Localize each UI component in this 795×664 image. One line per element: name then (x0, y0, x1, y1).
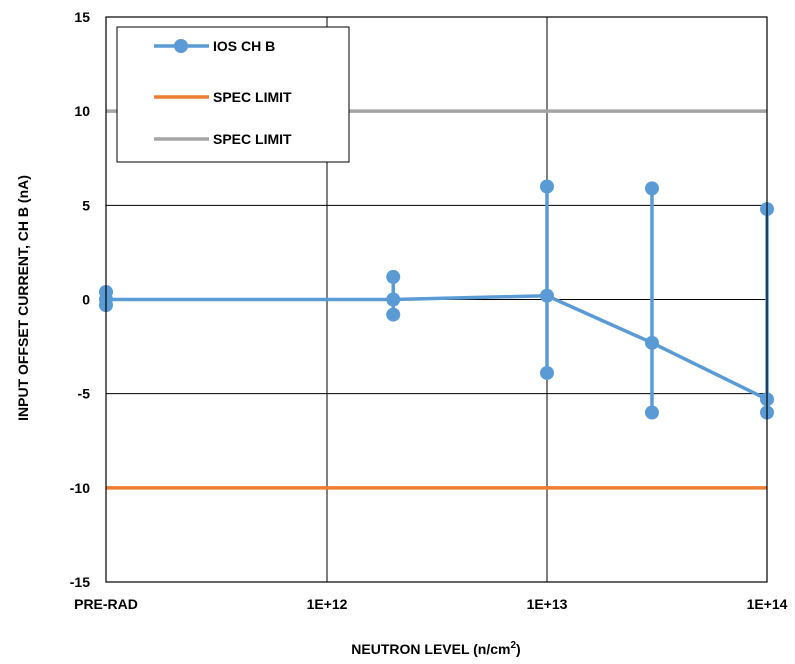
legend: IOS CH B SPEC LIMIT SPEC LIMIT (116, 26, 350, 163)
y-tick-label: 15 (74, 9, 90, 25)
ios-mean-line (106, 293, 768, 401)
y-tick-label: 0 (82, 292, 90, 308)
mean-marker (644, 335, 659, 350)
x-axis-title: NEUTRON LEVEL (n/cm2) (351, 640, 520, 657)
x-tick-label: 1E+14 (747, 596, 788, 612)
range-max-marker (540, 179, 554, 194)
legend-label-ios: IOS CH B (213, 38, 275, 54)
y-tick-label: -5 (78, 386, 91, 402)
plot-area-border (105, 16, 768, 583)
legend-label-spec-gray: SPEC LIMIT (213, 131, 292, 147)
legend-label-spec-orange: SPEC LIMIT (213, 89, 292, 105)
x-axis-title-main: NEUTRON LEVEL (n/cm (351, 641, 510, 657)
x-axis-title-superscript: 2 (510, 640, 516, 651)
range-min-marker (540, 365, 554, 380)
mean-marker (540, 288, 554, 303)
x-tick-labels: PRE-RAD 1E+12 1E+13 1E+14 (74, 596, 788, 612)
range-min-marker (644, 405, 659, 420)
range-max-marker (386, 269, 401, 284)
x-tick-label: 1E+12 (307, 596, 348, 612)
series-layer (99, 109, 774, 490)
range-min-marker (386, 307, 401, 322)
range-max-marker (644, 181, 659, 196)
x-tick-label: 1E+13 (527, 596, 568, 612)
legend-marker-ios (174, 39, 188, 53)
y-tick-label: 5 (82, 197, 90, 213)
x-tick-label: PRE-RAD (74, 596, 138, 612)
y-tick-label: -15 (70, 574, 90, 590)
mean-marker (386, 292, 401, 307)
y-axis-title: INPUT OFFSET CURRENT, CH B (nA) (15, 175, 31, 421)
y-tick-label: -10 (70, 480, 90, 496)
legend-box (116, 26, 350, 163)
x-axis-title-suffix: ) (516, 641, 521, 657)
y-tick-label: 10 (74, 103, 90, 119)
y-tick-labels: 15 10 5 0 -5 -10 -15 (70, 9, 90, 590)
